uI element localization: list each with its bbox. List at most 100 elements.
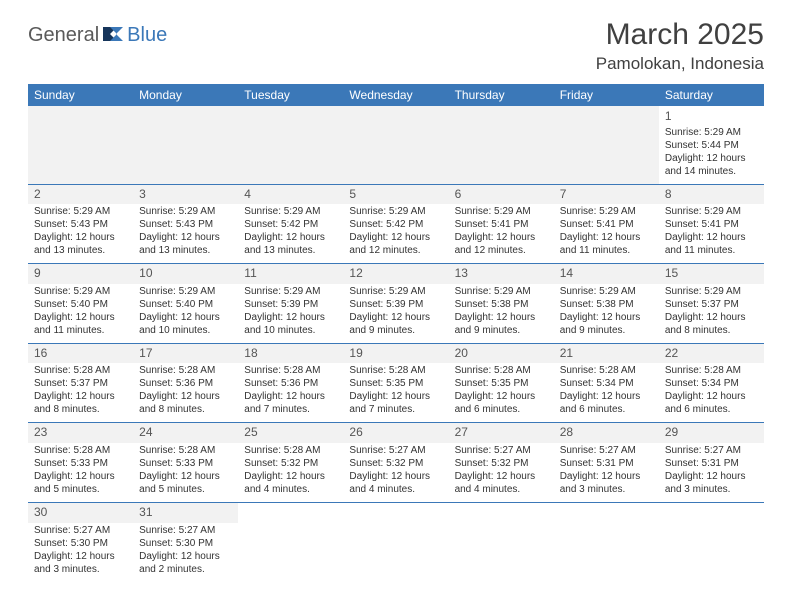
calendar-row: 2Sunrise: 5:29 AMSunset: 5:43 PMDaylight… <box>28 184 764 264</box>
location: Pamolokan, Indonesia <box>596 54 764 74</box>
daylight-text: Daylight: 12 hours <box>244 311 337 324</box>
day-number: 18 <box>238 344 343 364</box>
daylight-text: Daylight: 12 hours <box>455 311 548 324</box>
daylight-text: and 12 minutes. <box>455 244 548 257</box>
sunset-text: Sunset: 5:43 PM <box>139 218 232 231</box>
daylight-text: Daylight: 12 hours <box>560 311 653 324</box>
sunset-text: Sunset: 5:40 PM <box>139 298 232 311</box>
sunset-text: Sunset: 5:34 PM <box>560 377 653 390</box>
daylight-text: Daylight: 12 hours <box>139 470 232 483</box>
sunrise-text: Sunrise: 5:28 AM <box>560 364 653 377</box>
daylight-text: Daylight: 12 hours <box>34 470 127 483</box>
daylight-text: Daylight: 12 hours <box>34 231 127 244</box>
daylight-text: and 6 minutes. <box>560 403 653 416</box>
daylight-text: Daylight: 12 hours <box>139 550 232 563</box>
daylight-text: Daylight: 12 hours <box>349 470 442 483</box>
daylight-text: and 5 minutes. <box>139 483 232 496</box>
calendar-cell <box>238 502 343 581</box>
daylight-text: and 8 minutes. <box>139 403 232 416</box>
logo-text-general: General <box>28 24 99 47</box>
sunrise-text: Sunrise: 5:28 AM <box>455 364 548 377</box>
sunrise-text: Sunrise: 5:29 AM <box>560 285 653 298</box>
sunset-text: Sunset: 5:37 PM <box>665 298 758 311</box>
daylight-text: Daylight: 12 hours <box>455 390 548 403</box>
sunrise-text: Sunrise: 5:28 AM <box>34 444 127 457</box>
sunset-text: Sunset: 5:35 PM <box>349 377 442 390</box>
sunrise-text: Sunrise: 5:29 AM <box>139 205 232 218</box>
sunset-text: Sunset: 5:36 PM <box>139 377 232 390</box>
calendar-cell: 13Sunrise: 5:29 AMSunset: 5:38 PMDayligh… <box>449 264 554 344</box>
calendar-cell: 28Sunrise: 5:27 AMSunset: 5:31 PMDayligh… <box>554 423 659 503</box>
sunset-text: Sunset: 5:38 PM <box>455 298 548 311</box>
sunrise-text: Sunrise: 5:29 AM <box>34 285 127 298</box>
sunset-text: Sunset: 5:43 PM <box>34 218 127 231</box>
dow-friday: Friday <box>554 84 659 106</box>
calendar-cell: 2Sunrise: 5:29 AMSunset: 5:43 PMDaylight… <box>28 184 133 264</box>
calendar-cell: 29Sunrise: 5:27 AMSunset: 5:31 PMDayligh… <box>659 423 764 503</box>
calendar-cell: 21Sunrise: 5:28 AMSunset: 5:34 PMDayligh… <box>554 343 659 423</box>
daylight-text: and 10 minutes. <box>244 324 337 337</box>
daylight-text: Daylight: 12 hours <box>244 390 337 403</box>
daylight-text: and 13 minutes. <box>139 244 232 257</box>
calendar-cell <box>659 502 764 581</box>
daylight-text: Daylight: 12 hours <box>665 311 758 324</box>
calendar-table: Sunday Monday Tuesday Wednesday Thursday… <box>28 84 764 582</box>
sunrise-text: Sunrise: 5:27 AM <box>139 524 232 537</box>
daylight-text: and 9 minutes. <box>455 324 548 337</box>
calendar-cell: 12Sunrise: 5:29 AMSunset: 5:39 PMDayligh… <box>343 264 448 344</box>
calendar-cell <box>238 106 343 184</box>
daylight-text: and 5 minutes. <box>34 483 127 496</box>
dow-saturday: Saturday <box>659 84 764 106</box>
sunset-text: Sunset: 5:38 PM <box>560 298 653 311</box>
calendar-row: 9Sunrise: 5:29 AMSunset: 5:40 PMDaylight… <box>28 264 764 344</box>
sunrise-text: Sunrise: 5:28 AM <box>349 364 442 377</box>
day-number: 30 <box>28 503 133 523</box>
calendar-cell: 17Sunrise: 5:28 AMSunset: 5:36 PMDayligh… <box>133 343 238 423</box>
month-title: March 2025 <box>596 18 764 52</box>
daylight-text: and 6 minutes. <box>455 403 548 416</box>
day-number: 4 <box>238 185 343 205</box>
daylight-text: Daylight: 12 hours <box>665 470 758 483</box>
day-number: 24 <box>133 423 238 443</box>
calendar-cell: 26Sunrise: 5:27 AMSunset: 5:32 PMDayligh… <box>343 423 448 503</box>
daylight-text: Daylight: 12 hours <box>244 470 337 483</box>
daylight-text: and 12 minutes. <box>349 244 442 257</box>
logo-text-blue: Blue <box>127 24 167 47</box>
calendar-cell: 25Sunrise: 5:28 AMSunset: 5:32 PMDayligh… <box>238 423 343 503</box>
calendar-cell: 22Sunrise: 5:28 AMSunset: 5:34 PMDayligh… <box>659 343 764 423</box>
daylight-text: Daylight: 12 hours <box>665 231 758 244</box>
sunrise-text: Sunrise: 5:29 AM <box>455 205 548 218</box>
sunrise-text: Sunrise: 5:27 AM <box>34 524 127 537</box>
sunrise-text: Sunrise: 5:29 AM <box>34 205 127 218</box>
sunrise-text: Sunrise: 5:28 AM <box>244 364 337 377</box>
daylight-text: Daylight: 12 hours <box>34 550 127 563</box>
calendar-cell: 10Sunrise: 5:29 AMSunset: 5:40 PMDayligh… <box>133 264 238 344</box>
daylight-text: and 3 minutes. <box>34 563 127 576</box>
day-number: 20 <box>449 344 554 364</box>
sunset-text: Sunset: 5:41 PM <box>560 218 653 231</box>
sunset-text: Sunset: 5:39 PM <box>349 298 442 311</box>
sunrise-text: Sunrise: 5:29 AM <box>349 285 442 298</box>
calendar-cell: 31Sunrise: 5:27 AMSunset: 5:30 PMDayligh… <box>133 502 238 581</box>
daylight-text: Daylight: 12 hours <box>139 311 232 324</box>
daylight-text: Daylight: 12 hours <box>455 470 548 483</box>
day-number: 22 <box>659 344 764 364</box>
daylight-text: and 13 minutes. <box>34 244 127 257</box>
sunrise-text: Sunrise: 5:29 AM <box>560 205 653 218</box>
calendar-cell: 1Sunrise: 5:29 AMSunset: 5:44 PMDaylight… <box>659 106 764 184</box>
sunset-text: Sunset: 5:34 PM <box>665 377 758 390</box>
daylight-text: Daylight: 12 hours <box>560 231 653 244</box>
day-number: 31 <box>133 503 238 523</box>
calendar-cell <box>554 106 659 184</box>
sunrise-text: Sunrise: 5:29 AM <box>139 285 232 298</box>
sunrise-text: Sunrise: 5:29 AM <box>244 285 337 298</box>
day-number: 16 <box>28 344 133 364</box>
sunset-text: Sunset: 5:37 PM <box>34 377 127 390</box>
calendar-cell: 20Sunrise: 5:28 AMSunset: 5:35 PMDayligh… <box>449 343 554 423</box>
sunrise-text: Sunrise: 5:29 AM <box>665 205 758 218</box>
daylight-text: Daylight: 12 hours <box>349 231 442 244</box>
day-number: 11 <box>238 264 343 284</box>
calendar-cell: 27Sunrise: 5:27 AMSunset: 5:32 PMDayligh… <box>449 423 554 503</box>
sunrise-text: Sunrise: 5:28 AM <box>139 444 232 457</box>
daylight-text: Daylight: 12 hours <box>665 390 758 403</box>
